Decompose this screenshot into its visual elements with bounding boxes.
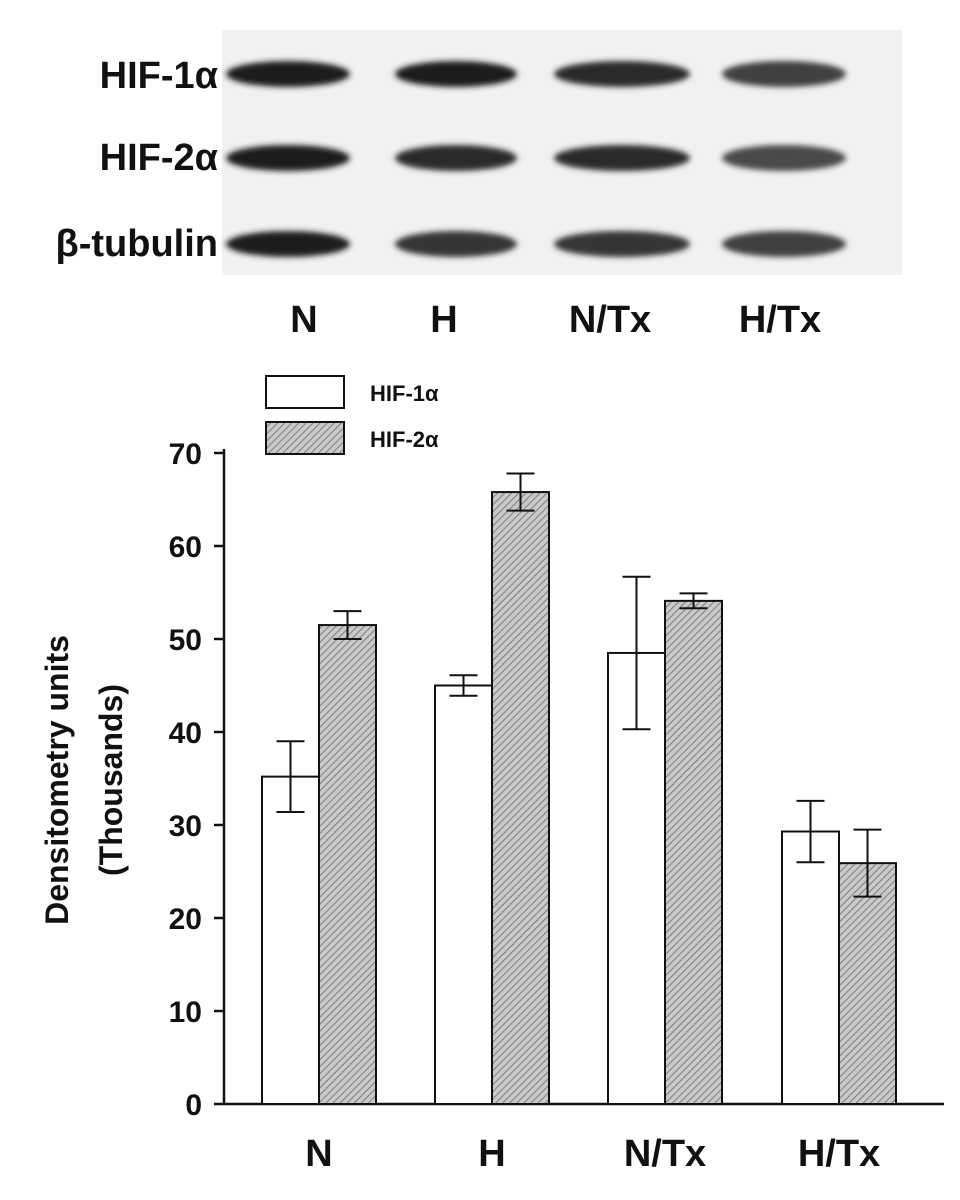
blot-row-label: HIF-2α — [100, 137, 218, 179]
blot-lane-labels: N H N/Tx H/Tx — [290, 299, 821, 341]
x-tick-label: H — [478, 1133, 505, 1175]
blot-bands — [226, 61, 846, 87]
blot-lane-label: N — [290, 299, 317, 341]
blot-band — [554, 145, 690, 171]
bar — [664, 599, 723, 1105]
blot-band — [722, 145, 846, 171]
blot-lane-label: H/Tx — [739, 299, 821, 341]
y-tick-label: 20 — [169, 903, 202, 936]
y-axis-sublabel: (Thousands) — [93, 684, 129, 876]
y-axis-label: Densitometry units — [39, 635, 75, 925]
blot-band — [395, 61, 517, 87]
blot-band — [722, 61, 846, 87]
bar — [318, 624, 377, 1105]
blot-row-label: β-tubulin — [56, 223, 218, 265]
blot-row-hif1a: HIF-1α — [100, 55, 846, 97]
legend-swatch-hif1a — [265, 375, 345, 409]
bar — [434, 684, 493, 1105]
blot-band — [554, 61, 690, 87]
blot-band — [226, 231, 350, 257]
blot-band — [722, 231, 846, 257]
blot-bands — [226, 231, 846, 257]
blot-row-label: HIF-1α — [100, 55, 218, 97]
blot-row-hif2a: HIF-2α — [100, 137, 846, 179]
blot-lane-label: H — [430, 299, 457, 341]
blot-band — [395, 145, 517, 171]
legend-label-hif1a: HIF-1α — [370, 381, 439, 406]
x-tick-label: H/Tx — [798, 1133, 880, 1175]
y-tick-label: 30 — [169, 810, 202, 843]
blot-band — [226, 61, 350, 87]
legend-label-hif2a: HIF-2α — [370, 427, 439, 452]
blot-lane-label: N/Tx — [569, 299, 651, 341]
legend-swatch-hif2a — [265, 421, 345, 455]
blot-row-beta-tubulin: β-tubulin — [56, 223, 846, 265]
y-tick-label: 70 — [169, 438, 202, 471]
y-axis-title: Densitometry units (Thousands) — [39, 635, 129, 925]
plot-area: 0 10 20 30 40 50 60 70 N H N/Tx H/Tx — [169, 438, 944, 1175]
bar — [838, 862, 897, 1105]
x-tick-label: N/Tx — [624, 1133, 706, 1175]
y-tick-label: 0 — [185, 1089, 202, 1122]
x-tick-label: N — [305, 1133, 332, 1175]
y-tick-label: 60 — [169, 531, 202, 564]
blot-band — [554, 231, 690, 257]
legend: HIF-1α HIF-2α — [265, 375, 439, 455]
bar — [491, 491, 550, 1105]
y-tick-label: 40 — [169, 717, 202, 750]
y-tick-label: 50 — [169, 624, 202, 657]
bar — [261, 775, 320, 1105]
bar — [781, 830, 840, 1105]
western-blot: HIF-1α HIF-2α β-tubulin N H N/Tx H/Tx — [56, 30, 902, 341]
blot-band — [395, 231, 517, 257]
blot-band — [226, 145, 350, 171]
y-tick-label: 10 — [169, 996, 202, 1029]
blot-bands — [226, 145, 846, 171]
